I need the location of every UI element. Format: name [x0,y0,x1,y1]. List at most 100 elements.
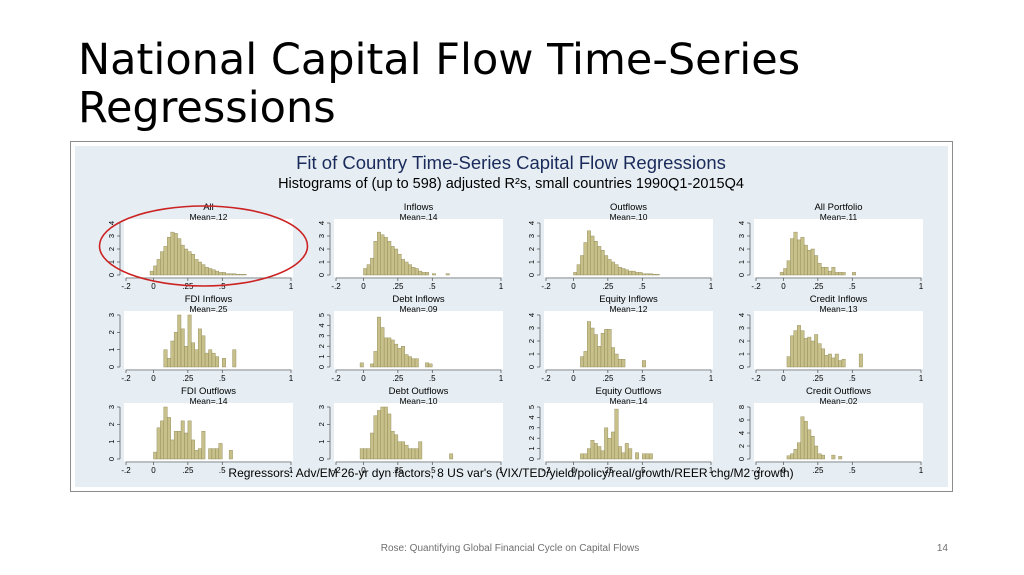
histogram-bar [163,246,168,276]
y-tick-label: 0 [107,365,116,369]
histogram-bar [841,272,846,276]
histogram-bar [404,354,409,368]
histogram-bar [194,450,199,460]
histogram-bar [824,267,829,276]
x-tick-label: 1 [919,466,924,475]
histogram-bar [611,261,615,276]
histogram-bar [604,255,609,276]
plot-region [754,403,923,461]
x-tick-label: .5 [639,282,646,291]
x-tick-label: -.2 [751,282,761,291]
histogram-bar [587,230,591,276]
histogram-bar [858,353,863,368]
histogram-bar [807,429,812,460]
histogram-bar [635,272,640,276]
y-tick-label: 2 [107,422,116,426]
histogram-bar [228,273,233,276]
x-tick-label: 1 [709,374,714,383]
y-tick-label: 8 [737,405,746,409]
y-tick-label: 0 [737,365,746,369]
histogram-bar [387,337,392,368]
histogram-bar [167,237,171,276]
y-tick-label: 2 [527,436,536,440]
histogram-bar [380,406,385,460]
panel-mean: Mean=.10 [609,212,647,222]
y-tick-label: 1 [317,440,326,444]
histogram-bar [390,339,395,368]
histogram-bar [827,270,832,276]
histogram-bar [401,346,405,368]
panel-title: Debt Inflows [392,294,445,305]
x-tick-label: .25 [182,374,194,383]
panel-mean: Mean=.14 [609,396,647,406]
x-tick-label: -.2 [121,374,131,383]
histogram-bar [445,273,450,276]
y-tick-label: 0 [527,365,536,369]
y-tick-label: 3 [737,234,746,238]
y-tick-label: 3 [527,426,536,430]
histogram-bar [810,436,815,460]
histogram-bar [173,332,178,368]
y-tick-label: 1 [107,440,116,444]
histogram-bar [160,420,165,460]
histogram-bar [449,453,454,460]
histogram-bar [394,434,399,460]
histogram-bar [394,248,399,276]
histogram-bar [425,272,430,276]
histogram-bar [397,441,402,460]
histogram-bar [590,235,595,276]
y-tick-label: 1 [527,352,536,356]
histogram-bar [421,272,426,276]
y-tick-label: 0 [107,273,116,277]
y-tick-label: 3 [317,405,326,409]
histogram-bar [821,267,825,276]
y-tick-label: 3 [317,234,326,238]
x-tick-label: .25 [182,466,194,475]
histogram-bar [800,330,805,368]
histogram-bar [239,274,244,276]
histogram-bar [628,448,633,460]
histogram-bar [583,242,588,276]
histogram-bar [814,334,819,368]
histogram-bar [401,441,405,460]
panel-mean: Mean=.13 [819,304,857,314]
histogram-bar [600,450,605,460]
y-tick-label: 2 [107,247,116,251]
histogram-bar [838,360,843,368]
histogram-bar [834,272,839,276]
slide-number: 14 [936,543,948,554]
histogram-bar [814,445,819,460]
histogram-bar [242,274,247,276]
y-tick-label: 0 [317,273,326,277]
histogram-bar [642,273,646,276]
regressors-note: Regressors: Adv/EM 26-yr dyn factors, 8 … [228,466,793,480]
histogram-bar [797,239,801,276]
histogram-bar [631,270,636,276]
x-tick-label: .25 [392,374,404,383]
x-tick-label: -.2 [331,374,341,383]
histogram-bar [156,427,161,460]
y-tick-label: 0 [527,273,536,277]
histogram-bar [383,406,388,460]
histogram-bar [180,420,185,460]
histogram-bar [359,362,364,368]
histogram-bar [831,267,836,276]
histogram-bar [222,358,226,368]
histogram-bar [218,272,223,276]
y-tick-label: 4 [107,221,116,225]
histogram-bar [228,450,233,460]
y-tick-label: 3 [107,405,116,409]
y-tick-label: 4 [737,431,746,435]
histogram-bar [187,251,192,276]
histogram-bar [810,248,815,276]
slide-footer: Rose: Quantifying Global Financial Cycle… [380,543,640,554]
histogram-bar [411,267,416,276]
histogram-bar [573,272,578,276]
histogram-bar [201,431,206,460]
figure-subtitle: Histograms of (up to 598) adjusted R²s, … [278,176,744,192]
histogram-bar [235,274,240,276]
histogram-bar [163,406,168,460]
x-tick-label: -.2 [541,466,551,475]
histogram-bar [428,363,433,368]
